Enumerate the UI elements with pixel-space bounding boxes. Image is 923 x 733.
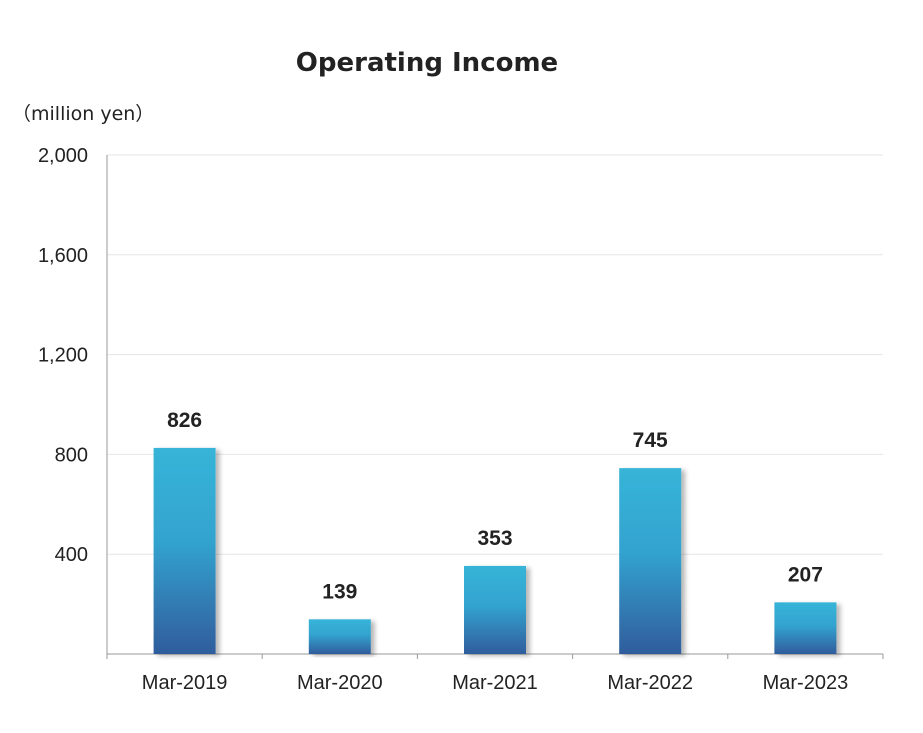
chart-title: Operating Income (296, 48, 558, 78)
y-tick-label: 400 (55, 544, 88, 566)
bar (464, 565, 526, 654)
y-axis-tick-labels: 400 800 1,200 1,600 2,000 (38, 145, 88, 566)
x-tick-label: Mar-2021 (452, 672, 538, 694)
x-axis-tick-labels: Mar-2019 Mar-2020 Mar-2021 Mar-2022 Mar-2023 (142, 672, 848, 694)
bar (774, 602, 837, 654)
y-tick-label: 1,600 (38, 245, 88, 267)
y-tick-label: 1,200 (38, 345, 88, 367)
y-tick-label: 2,000 (38, 145, 88, 167)
x-tick-label: Mar-2022 (607, 672, 693, 694)
bar (619, 468, 682, 654)
bar (308, 619, 371, 654)
x-tick-label: Mar-2023 (763, 672, 849, 694)
gridlines (107, 154, 883, 555)
data-label: 353 (477, 527, 512, 550)
data-labels: 826 139 353 745 207 (167, 409, 823, 603)
bar (153, 447, 216, 654)
x-tick-label: Mar-2019 (142, 672, 228, 694)
data-label: 745 (633, 429, 668, 452)
data-label: 139 (322, 580, 357, 603)
data-label: 826 (167, 409, 202, 432)
x-tick-label: Mar-2020 (297, 672, 383, 694)
y-axis-unit-label: （million yen） (12, 103, 154, 125)
bars (153, 447, 837, 654)
data-label: 207 (788, 563, 823, 586)
y-tick-label: 800 (55, 444, 88, 466)
